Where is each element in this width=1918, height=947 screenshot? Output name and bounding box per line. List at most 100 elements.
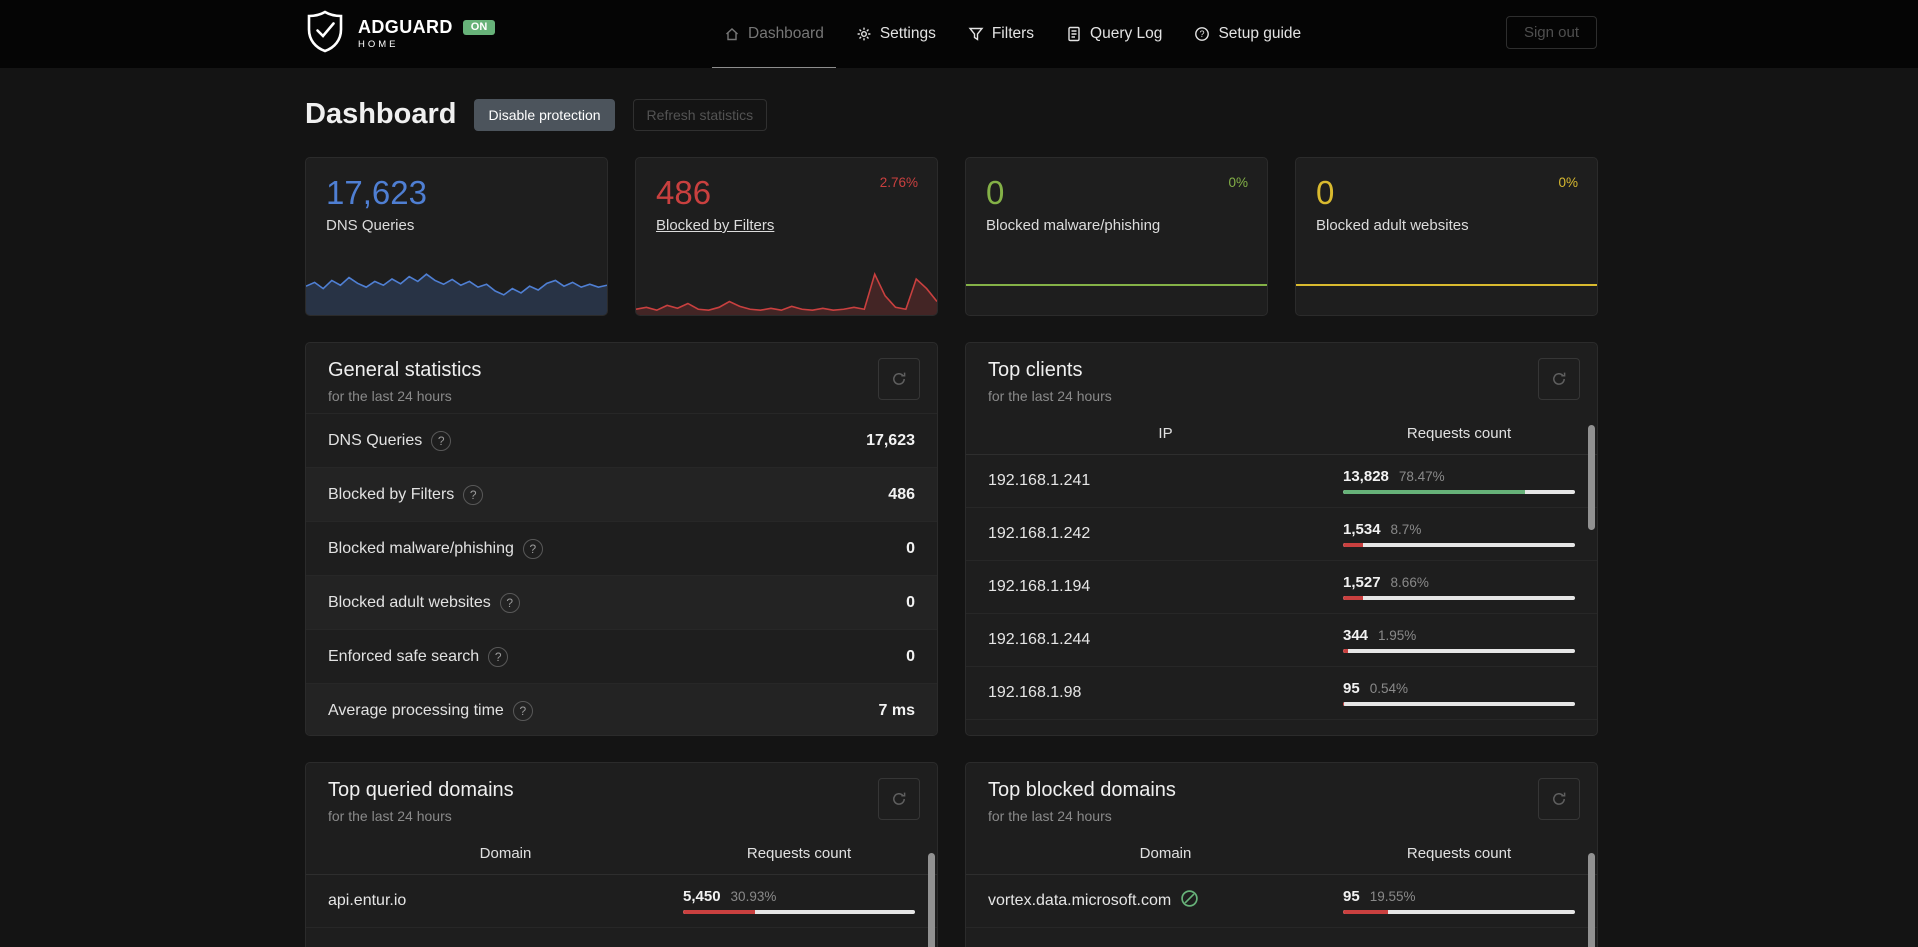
stat-label: Blocked by Filters [328,485,455,503]
client-ip[interactable]: 192.168.1.241 [988,472,1091,489]
blocked-filters-link[interactable]: Blocked by Filters [656,216,775,234]
client-row: 192.168.1.242 1,534 8.7% [966,508,1597,561]
brand-name: ADGUARD [358,17,453,38]
panel-title: General statistics [328,359,482,381]
panel-title: Top blocked domains [988,779,1176,801]
disable-protection-button[interactable]: Disable protection [474,98,615,131]
column-header-ip: IP [1158,425,1173,442]
stat-row: Enforced safe search? 0 [306,629,937,683]
dashboard-page: Dashboard Disable protection Refresh sta… [305,98,1598,947]
refresh-icon[interactable] [1538,358,1580,400]
stat-value: 0 [906,647,915,665]
stat-card-dns-queries: 17,623 DNS Queries [305,157,608,316]
blocked-malware-percent: 0% [1228,175,1248,190]
nav-label: Filters [991,24,1035,42]
stat-label: Average processing time [328,701,504,719]
nav-item-settings[interactable]: Settings [844,0,948,68]
sign-out-button[interactable]: Sign out [1505,16,1597,49]
top-clients-panel: Top clients for the last 24 hours IP Req… [965,342,1598,736]
progress-bar [1343,702,1575,706]
progress-bar [1343,490,1575,494]
stat-value: 0 [906,539,915,557]
client-ip[interactable]: 192.168.1.194 [988,578,1091,595]
top-queried-domains-panel: Top queried domains for the last 24 hour… [305,762,938,947]
client-ip[interactable]: 192.168.1.242 [988,525,1091,542]
dns-queries-label: DNS Queries [326,216,415,234]
scrollbar-thumb[interactable] [928,853,935,947]
client-ip[interactable]: 192.168.1.98 [988,684,1082,701]
request-count: 95 [1343,888,1360,905]
stat-label: DNS Queries [328,431,423,449]
client-row: 192.168.1.241 13,828 78.47% [966,455,1597,508]
client-ip[interactable]: 192.168.1.244 [988,631,1091,648]
progress-bar [1343,543,1575,547]
top-navbar: ADGUARD ON HOME Dashboard Settings [0,0,1918,68]
general-statistics-panel: General statistics for the last 24 hours… [305,342,938,736]
refresh-icon[interactable] [878,778,920,820]
help-icon[interactable]: ? [522,538,543,559]
domain-name[interactable]: vortex.data.microsoft.com [988,892,1172,909]
help-icon[interactable]: ? [488,646,509,667]
panel-subtitle: for the last 24 hours [328,808,452,824]
blocked-adult-value: 0 [1316,174,1335,211]
nav-label: Dashboard [748,24,824,42]
stat-value: 0 [906,593,915,611]
progress-bar [683,910,915,914]
nav-label: Setup guide [1218,24,1302,42]
stat-row: DNS Queries? 17,623 [306,413,937,467]
stat-row: Blocked malware/phishing? 0 [306,521,937,575]
blocked-adult-percent: 0% [1558,175,1578,190]
request-percent: 30.93% [730,889,777,904]
domain-row: api.entur.io 5,450 30.93% [306,875,937,928]
domain-name[interactable]: api.entur.io [328,892,407,909]
top-blocked-domains-panel: Top blocked domains for the last 24 hour… [965,762,1598,947]
request-percent: 0.54% [1369,681,1408,696]
request-count: 344 [1343,627,1369,644]
nav-item-setup-guide[interactable]: ? Setup guide [1182,0,1313,68]
nav-label: Query Log [1090,24,1163,42]
setup-guide-icon: ? [1194,26,1210,42]
query-log-icon [1066,26,1082,42]
bottom-panels-row: Top queried domains for the last 24 hour… [305,762,1598,947]
stat-label: Blocked adult websites [328,593,491,611]
column-header-requests: Requests count [1406,845,1512,862]
request-percent: 8.7% [1390,522,1422,537]
stat-cards-row: 17,623 DNS Queries 486 Blocked by Filter… [305,157,1598,316]
stat-card-blocked-malware: 0 Blocked malware/phishing 0% [965,157,1268,316]
help-icon[interactable]: ? [499,592,520,613]
request-percent: 19.55% [1369,889,1416,904]
progress-bar [1343,910,1575,914]
client-row: 192.168.1.194 1,527 8.66% [966,561,1597,614]
refresh-icon[interactable] [878,358,920,400]
nav-item-query-log[interactable]: Query Log [1054,0,1174,68]
request-count: 95 [1343,680,1360,697]
protection-on-badge: ON [462,19,496,36]
panel-subtitle: for the last 24 hours [328,388,452,404]
stat-value: 7 ms [878,701,915,719]
refresh-statistics-button[interactable]: Refresh statistics [632,98,768,131]
nav-item-filters[interactable]: Filters [956,0,1046,68]
request-percent: 8.66% [1390,575,1429,590]
filters-icon [968,26,984,42]
progress-bar [1343,649,1575,653]
blocked-adult-sparkline [1296,284,1597,286]
panel-title: Top clients [988,359,1083,381]
client-row: 192.168.1.244 344 1.95% [966,614,1597,667]
adguard-home-logo[interactable]: ADGUARD ON HOME [305,0,496,68]
blocked-malware-label: Blocked malware/phishing [986,216,1161,234]
help-icon[interactable]: ? [463,484,484,505]
scrollbar-thumb[interactable] [1588,853,1595,947]
stat-label: Blocked malware/phishing [328,539,514,557]
refresh-icon[interactable] [1538,778,1580,820]
blocked-filters-value: 486 [656,174,712,211]
main-nav: Dashboard Settings Filters [712,0,1313,68]
table-header: Domain Requests count [306,833,937,875]
help-icon[interactable]: ? [431,430,452,451]
blocked-domain-icon[interactable] [1180,889,1199,913]
nav-item-dashboard[interactable]: Dashboard [712,0,836,68]
request-count: 13,828 [1343,468,1389,485]
blocked-filters-sparkline [636,267,937,315]
help-icon[interactable]: ? [512,700,533,721]
scrollbar-thumb[interactable] [1588,425,1595,530]
panel-subtitle: for the last 24 hours [988,388,1112,404]
